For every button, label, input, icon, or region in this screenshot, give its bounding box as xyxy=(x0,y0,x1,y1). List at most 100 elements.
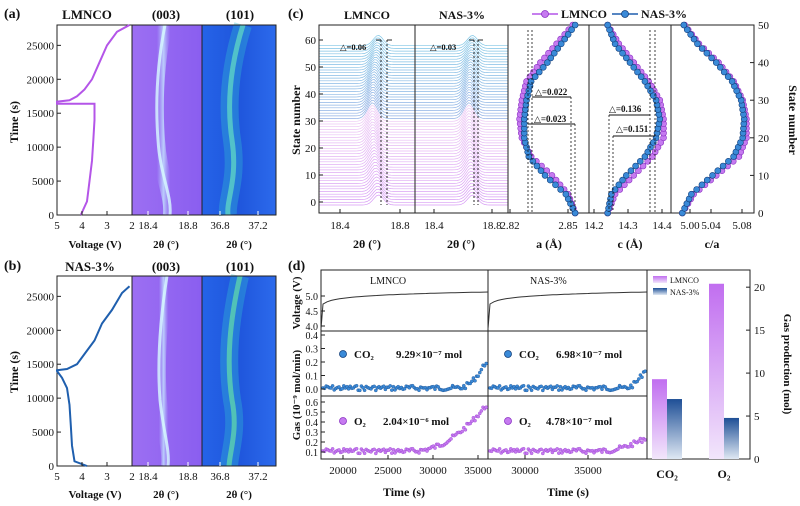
waterfall-trace xyxy=(415,97,508,114)
lattice-point xyxy=(550,49,558,57)
xtick-label: 14.3 xyxy=(618,220,638,232)
co2-point xyxy=(558,384,563,389)
waterfall-trace xyxy=(415,49,508,63)
lattice-point xyxy=(557,40,565,48)
co2-point xyxy=(433,387,437,391)
xtick-label: 35000 xyxy=(574,465,602,477)
panel-a-title: LMNCO xyxy=(62,7,112,22)
lattice-point xyxy=(626,59,634,66)
waterfall-trace xyxy=(415,71,508,87)
ytick-label: 0.1 xyxy=(306,448,319,459)
lattice-point xyxy=(708,54,715,62)
waterfall-trace xyxy=(319,86,415,103)
waterfall-trace xyxy=(415,141,508,157)
lattice-point xyxy=(554,45,562,52)
waterfall-trace xyxy=(319,124,415,141)
waterfall-trace xyxy=(415,94,508,111)
waterfall-trace xyxy=(319,68,415,84)
panel-b-ylabel: Time (s) xyxy=(7,351,21,393)
lattice-point xyxy=(703,176,711,184)
waterfall-trace xyxy=(319,49,415,63)
panel-c-c-series xyxy=(604,21,667,217)
co2-point xyxy=(354,384,359,388)
o2-point xyxy=(637,439,641,443)
waterfall-trace xyxy=(319,179,415,192)
co2-point xyxy=(340,387,344,391)
waterfall-trace xyxy=(319,194,415,206)
panel-a-ylabel: Time (s) xyxy=(7,101,21,143)
waterfall-trace xyxy=(319,102,415,119)
lattice-point xyxy=(637,73,645,80)
co2-point xyxy=(549,384,553,389)
waterfall-trace xyxy=(415,124,508,141)
co2-point xyxy=(473,379,477,383)
co2-point xyxy=(436,385,440,389)
panel-c-delta-nas: △=0.03 xyxy=(430,42,456,52)
lattice-point xyxy=(552,181,559,189)
o2-point xyxy=(473,418,477,423)
panel-a-yticks: 0 5000 10000 15000 20000 25000 xyxy=(27,40,61,222)
waterfall-trace xyxy=(415,115,508,133)
lattice-point xyxy=(557,186,564,193)
xtick-label: 18.8 xyxy=(178,220,198,232)
waterfall-trace xyxy=(319,44,415,57)
xtick-label: 20000 xyxy=(329,465,357,477)
co2-point xyxy=(555,384,559,388)
waterfall-trace xyxy=(319,76,415,92)
ytick-label: 5.0 xyxy=(306,292,319,303)
panel-d-o2-lmnco-species: O₂ xyxy=(354,416,367,428)
xtick-label: 18.8 xyxy=(482,220,502,232)
panel-b-label: (b) xyxy=(4,259,21,274)
panel-b-xticks: 5 4 3 2 18.4 18.8 36.8 37.2 xyxy=(54,462,268,483)
o2-point xyxy=(340,450,344,454)
xtick-label: 3 xyxy=(104,220,110,232)
waterfall-trace xyxy=(415,61,508,76)
panel-a-label: (a) xyxy=(4,7,21,22)
lattice-point xyxy=(537,59,544,66)
waterfall-trace xyxy=(415,99,508,117)
panel-c-shift-markers xyxy=(376,39,483,205)
waterfall-trace xyxy=(319,105,415,122)
waterfall-trace xyxy=(415,86,508,103)
o2-point xyxy=(640,440,644,444)
legend-lmnco: LMNCO xyxy=(561,7,607,21)
waterfall-trace xyxy=(415,81,508,98)
panel-d-co2-lmnco-amount: 9.29×10⁻⁷ mol xyxy=(396,349,462,361)
panel-b-xlabel-101: 2θ (°) xyxy=(226,489,252,501)
ytick-label: 30 xyxy=(758,95,770,107)
co2-point xyxy=(640,375,644,379)
co2-point xyxy=(525,388,529,393)
waterfall-trace xyxy=(319,84,415,101)
lattice-point xyxy=(636,158,644,165)
co2-point xyxy=(569,387,574,391)
waterfall-trace xyxy=(415,113,508,130)
co2-point xyxy=(402,387,407,391)
waterfall-trace xyxy=(319,73,415,90)
ytick-label: 0 xyxy=(754,454,760,466)
co2-point xyxy=(507,387,511,391)
o2-point xyxy=(417,451,421,455)
panel-b-heatmap-101 xyxy=(202,274,276,467)
waterfall-trace xyxy=(319,144,415,160)
panel-c-ca-series xyxy=(679,21,750,217)
o2-point xyxy=(374,451,378,456)
panel-c-waterfall-lmnco xyxy=(319,25,415,213)
waterfall-trace xyxy=(319,138,415,155)
lattice-point xyxy=(709,172,716,179)
waterfall-trace xyxy=(319,152,415,168)
bar-LMNCO-0 xyxy=(652,379,667,459)
waterfall-trace xyxy=(415,89,508,106)
waterfall-trace xyxy=(319,191,415,203)
co2-point xyxy=(637,377,641,381)
co2-point xyxy=(337,385,341,389)
lattice-point xyxy=(541,172,549,179)
o2-point xyxy=(484,405,488,410)
ytick-label: 20000 xyxy=(27,325,55,337)
co2-point xyxy=(539,384,543,389)
ytick-label: 5000 xyxy=(32,427,55,439)
waterfall-trace xyxy=(415,35,508,47)
panel-c-c-annotations xyxy=(608,30,656,212)
lattice-point xyxy=(619,49,626,57)
panel-b-003-title: (003) xyxy=(152,259,180,274)
ytick-label: 0 xyxy=(49,461,55,473)
